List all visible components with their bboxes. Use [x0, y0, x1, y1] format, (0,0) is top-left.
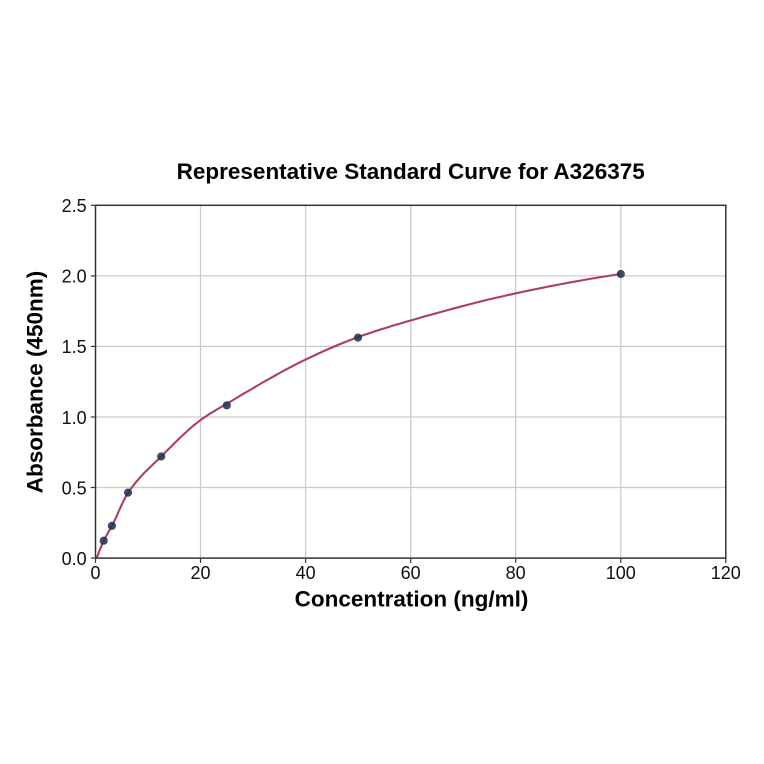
svg-text:80: 80	[506, 563, 526, 583]
svg-text:20: 20	[190, 563, 210, 583]
svg-text:Concentration (ng/ml): Concentration (ng/ml)	[295, 587, 529, 612]
svg-text:40: 40	[296, 563, 316, 583]
svg-text:Representative Standard Curve: Representative Standard Curve for A32637…	[177, 159, 645, 184]
svg-text:Absorbance (450nm): Absorbance (450nm)	[22, 271, 47, 494]
svg-text:2.5: 2.5	[62, 196, 87, 216]
svg-text:0.0: 0.0	[62, 549, 87, 569]
svg-text:120: 120	[711, 563, 741, 583]
svg-text:0.5: 0.5	[62, 478, 87, 498]
svg-text:0: 0	[90, 563, 100, 583]
svg-text:1.0: 1.0	[62, 408, 87, 428]
svg-text:100: 100	[606, 563, 636, 583]
svg-text:2.0: 2.0	[62, 267, 87, 287]
svg-text:1.5: 1.5	[62, 337, 87, 357]
svg-text:60: 60	[401, 563, 421, 583]
